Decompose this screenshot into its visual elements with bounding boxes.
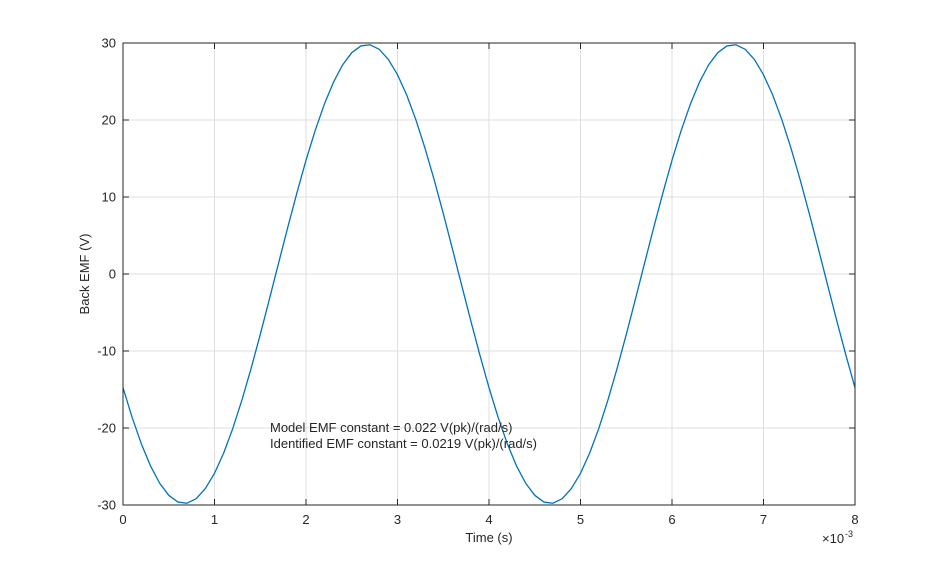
x-tick-label: 2 [302, 512, 309, 527]
x-tick-label: 8 [851, 512, 858, 527]
data-line [122, 44, 856, 504]
y-axis-label: Back EMF (V) [77, 234, 92, 315]
x-exponent-base: ×10 [822, 531, 844, 546]
x-axis-label: Time (s) [465, 530, 512, 545]
x-exponent-power: -3 [845, 529, 853, 539]
x-tick-label: 1 [211, 512, 218, 527]
x-tick-label: 3 [394, 512, 401, 527]
x-tick-label: 7 [760, 512, 767, 527]
y-tick-label: 0 [109, 267, 116, 282]
x-tick-label: 4 [485, 512, 492, 527]
x-tick-label: 6 [668, 512, 675, 527]
x-tick-label: 0 [119, 512, 126, 527]
annotation: Model EMF constant = 0.022 V(pk)/(rad/s) [270, 420, 512, 435]
y-tick-label: 30 [102, 36, 116, 51]
y-tick-label: 20 [102, 113, 116, 128]
annotation: Identified EMF constant = 0.0219 V(pk)/(… [270, 436, 537, 451]
x-tick-label: 5 [577, 512, 584, 527]
y-tick-label: -20 [97, 421, 116, 436]
y-tick-label: -30 [97, 498, 116, 513]
y-tick-label: -10 [97, 344, 116, 359]
y-tick-label: 10 [102, 190, 116, 205]
